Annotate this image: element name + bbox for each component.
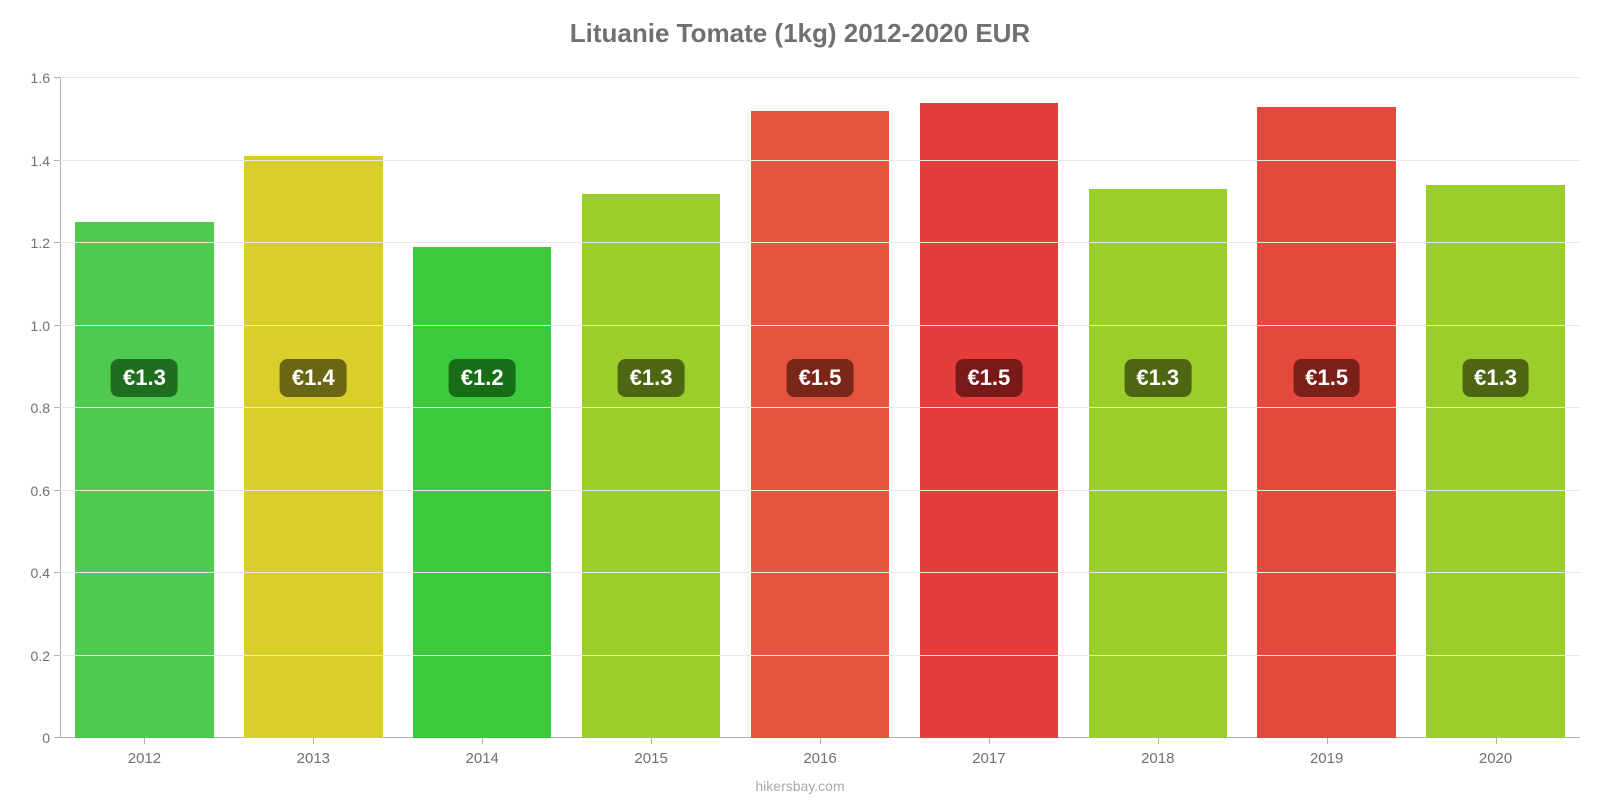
value-badge: €1.5 xyxy=(955,359,1022,397)
x-tick-label: 2016 xyxy=(803,738,836,767)
grid-line xyxy=(60,572,1580,573)
grid-line xyxy=(60,407,1580,408)
value-badge: €1.5 xyxy=(1293,359,1360,397)
y-tick-label: 0 xyxy=(42,730,60,746)
grid-line xyxy=(60,77,1580,78)
y-tick-label: 1.6 xyxy=(31,70,60,86)
bar xyxy=(1089,189,1227,738)
bar xyxy=(244,156,382,738)
x-tick-label: 2017 xyxy=(972,738,1005,767)
y-tick-label: 0.2 xyxy=(31,648,60,664)
y-tick-label: 0.8 xyxy=(31,400,60,416)
grid-line xyxy=(60,242,1580,243)
x-tick-label: 2015 xyxy=(634,738,667,767)
bar-slot: €1.2 xyxy=(398,78,567,738)
grid-line xyxy=(60,325,1580,326)
bar-slot: €1.5 xyxy=(904,78,1073,738)
value-badge: €1.2 xyxy=(449,359,516,397)
bar xyxy=(751,111,889,738)
bars-container: €1.3 €1.4 €1.2 €1.3 €1.5 €1.5 €1.3 €1.5 €1.3 xyxy=(60,78,1580,738)
bar xyxy=(1257,107,1395,738)
bar-slot: €1.5 xyxy=(1242,78,1411,738)
value-badge: €1.3 xyxy=(1124,359,1191,397)
x-tick-label: 2019 xyxy=(1310,738,1343,767)
y-tick-label: 0.4 xyxy=(31,565,60,581)
x-tick-label: 2018 xyxy=(1141,738,1174,767)
bar xyxy=(582,194,720,739)
price-chart: Lituanie Tomate (1kg) 2012-2020 EUR €1.3… xyxy=(0,0,1600,800)
grid-line xyxy=(60,490,1580,491)
value-badge: €1.3 xyxy=(618,359,685,397)
bar-slot: €1.3 xyxy=(1073,78,1242,738)
x-tick-label: 2013 xyxy=(297,738,330,767)
bar xyxy=(75,222,213,738)
value-badge: €1.3 xyxy=(111,359,178,397)
bar-slot: €1.5 xyxy=(736,78,905,738)
bar xyxy=(920,103,1058,738)
y-tick-label: 1.0 xyxy=(31,318,60,334)
bar-slot: €1.3 xyxy=(567,78,736,738)
value-badge: €1.4 xyxy=(280,359,347,397)
grid-line xyxy=(60,160,1580,161)
value-badge: €1.5 xyxy=(787,359,854,397)
grid-line xyxy=(60,655,1580,656)
value-badge: €1.3 xyxy=(1462,359,1529,397)
x-tick-label: 2012 xyxy=(128,738,161,767)
y-tick-label: 0.6 xyxy=(31,483,60,499)
y-tick-label: 1.4 xyxy=(31,153,60,169)
x-tick-label: 2020 xyxy=(1479,738,1512,767)
attribution-text: hikersbay.com xyxy=(0,778,1600,794)
x-tick-label: 2014 xyxy=(466,738,499,767)
plot-area: €1.3€1.4€1.2€1.3€1.5€1.5€1.3€1.5€1.3 00.… xyxy=(60,78,1580,738)
chart-title: Lituanie Tomate (1kg) 2012-2020 EUR xyxy=(0,0,1600,49)
bar-slot: €1.3 xyxy=(1411,78,1580,738)
y-tick-label: 1.2 xyxy=(31,235,60,251)
bar-slot: €1.3 xyxy=(60,78,229,738)
bar-slot: €1.4 xyxy=(229,78,398,738)
bar xyxy=(413,247,551,738)
